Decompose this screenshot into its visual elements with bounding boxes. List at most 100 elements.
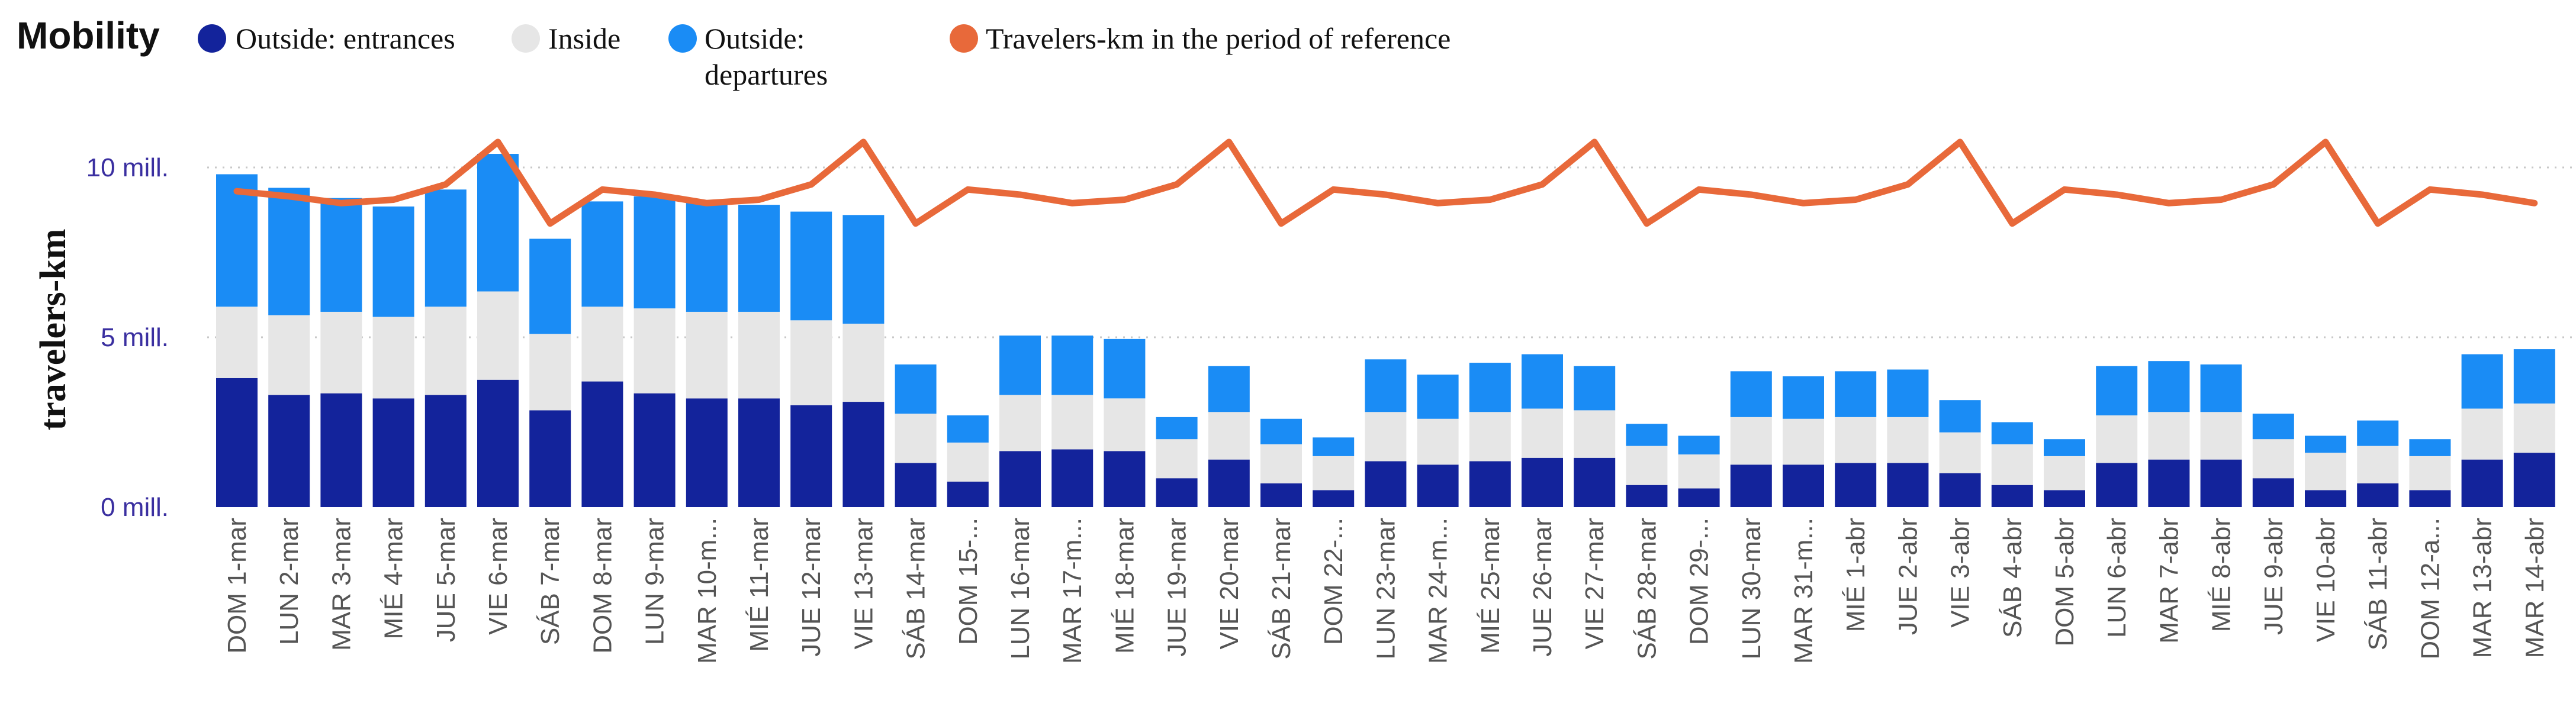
x-tick-label: JUE 2-abr: [1893, 518, 1922, 635]
bar-segment: [1260, 418, 1302, 444]
x-tick-label: LUN 2-mar: [275, 518, 304, 645]
bar-segment: [1783, 464, 1824, 507]
bar-segment: [1365, 461, 1407, 507]
bar-segment: [1260, 483, 1302, 507]
bar-segment: [947, 442, 989, 482]
bar-segment: [216, 174, 258, 307]
x-tick-label: VIE 6-mar: [484, 518, 513, 635]
bar-segment: [1991, 422, 2033, 444]
bar-segment: [1887, 417, 1929, 463]
bar-segment: [2357, 446, 2399, 483]
bar-segment: [2357, 483, 2399, 507]
bar-segment: [2305, 453, 2346, 491]
bar-segment: [1417, 375, 1459, 419]
bar-segment: [1260, 444, 1302, 483]
bar-segment: [2096, 463, 2138, 507]
x-tick-label: MAR 24-m...: [1424, 518, 1453, 664]
legend-swatch-entrances: [198, 24, 226, 53]
bar-segment: [1469, 461, 1511, 507]
bar-segment: [320, 393, 362, 507]
x-tick-label: VIE 13-mar: [849, 518, 878, 650]
bar-segment: [1783, 418, 1824, 465]
bar-segment: [1887, 369, 1929, 417]
chart-title: Mobility: [17, 14, 160, 57]
x-tick-label: JUE 19-mar: [1163, 518, 1192, 657]
bar-segment: [2096, 415, 2138, 463]
x-tick-label: VIE 27-mar: [1580, 518, 1609, 650]
x-tick-label: MIÉ 25-mar: [1476, 518, 1505, 654]
bar-segment: [1313, 437, 1355, 456]
bar-segment: [477, 291, 519, 380]
bar-segment: [1208, 366, 1250, 412]
legend-label-inside: Inside: [548, 22, 620, 55]
x-tick-label: JUE 26-mar: [1528, 518, 1557, 657]
x-tick-label: DOM 22-...: [1319, 518, 1348, 645]
bar-segment: [1939, 473, 1981, 507]
bar-segment: [1104, 451, 1146, 507]
x-tick-label: MAR 31-m...: [1789, 518, 1818, 664]
bar-segment: [1678, 435, 1720, 455]
bar-segment: [2305, 490, 2346, 507]
bar-segment: [1469, 363, 1511, 412]
bar-segment: [1156, 439, 1198, 479]
bar-segment: [999, 395, 1041, 451]
bar-segment: [2252, 478, 2294, 507]
reference-line-path: [233, 138, 2538, 227]
reference-line: [233, 138, 2538, 227]
bar-segment: [686, 311, 728, 399]
bar-segment: [895, 414, 937, 463]
x-tick-label: MAR 14-abr: [2520, 518, 2549, 658]
bar-segment: [947, 481, 989, 507]
legend-label-reference: Travelers-km in the period of reference: [986, 22, 1451, 55]
bar-segment: [1783, 376, 1824, 419]
bar-segment: [1939, 432, 1981, 473]
bar-segment: [1626, 485, 1668, 507]
bar-segment: [2513, 403, 2555, 453]
bar-segment: [2409, 456, 2451, 491]
bar-segment: [2200, 364, 2242, 412]
bar-segment: [1522, 408, 1563, 458]
bar-segment: [1104, 398, 1146, 451]
bar-segment: [2513, 453, 2555, 507]
bar-segment: [686, 398, 728, 507]
x-tick-label: MIÉ 8-abr: [2207, 518, 2236, 632]
bar-segment: [1939, 400, 1981, 433]
x-tick-label: MAR 7-abr: [2154, 518, 2183, 644]
bar-segment: [1104, 338, 1146, 399]
bar-segment: [372, 317, 414, 399]
bar-segment: [2513, 349, 2555, 404]
bar-segment: [2409, 439, 2451, 456]
x-tick-label: MIÉ 4-mar: [380, 518, 409, 639]
bar-segment: [1313, 490, 1355, 507]
bar-segment: [529, 238, 571, 334]
bar-segment: [1365, 412, 1407, 462]
bar-segment: [1051, 395, 1094, 450]
bar-segment: [477, 379, 519, 507]
x-tick-label: DOM 29-...: [1685, 518, 1714, 645]
x-tick-label: VIE 10-abr: [2311, 518, 2340, 642]
legend-swatch-inside: [512, 24, 540, 53]
bar-segment: [320, 311, 362, 393]
bar-segment: [2096, 366, 2138, 416]
bar-segment: [2200, 459, 2242, 507]
bar-segment: [2461, 459, 2503, 507]
bar-segment: [1417, 418, 1459, 465]
bar-segment: [2044, 439, 2085, 456]
x-tick-label: LUN 23-mar: [1371, 518, 1400, 660]
bar-segment: [2148, 412, 2190, 460]
x-tick-label: LUN 16-mar: [1006, 518, 1035, 660]
bar-segment: [581, 201, 623, 307]
bar-segment: [1835, 417, 1877, 463]
bar-segment: [947, 415, 989, 443]
x-tick-label: LUN 30-mar: [1737, 518, 1766, 660]
x-tick-label: MAR 17-m...: [1058, 518, 1087, 664]
bar-segment: [424, 307, 467, 395]
x-tick-label: DOM 12-a...: [2416, 518, 2445, 660]
bar-segment: [372, 398, 414, 507]
bar-segment: [1156, 478, 1198, 507]
bar-segment: [1730, 464, 1772, 507]
bar-segment: [686, 201, 728, 312]
bar-segment: [999, 451, 1041, 507]
bar-segment: [2252, 414, 2294, 440]
